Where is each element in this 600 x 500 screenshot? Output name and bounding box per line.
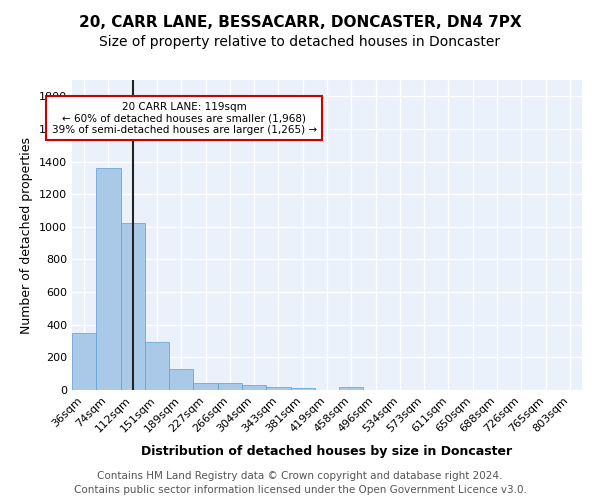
Y-axis label: Number of detached properties: Number of detached properties	[20, 136, 34, 334]
X-axis label: Distribution of detached houses by size in Doncaster: Distribution of detached houses by size …	[142, 445, 512, 458]
Text: 20, CARR LANE, BESSACARR, DONCASTER, DN4 7PX: 20, CARR LANE, BESSACARR, DONCASTER, DN4…	[79, 15, 521, 30]
Bar	[266, 386, 290, 390]
Text: 20 CARR LANE: 119sqm
← 60% of detached houses are smaller (1,968)
39% of semi-de: 20 CARR LANE: 119sqm ← 60% of detached h…	[52, 102, 317, 135]
Bar	[242, 385, 266, 390]
Text: Size of property relative to detached houses in Doncaster: Size of property relative to detached ho…	[100, 35, 500, 49]
Bar	[339, 386, 364, 390]
Bar	[193, 384, 218, 390]
Bar	[121, 223, 145, 390]
Bar	[72, 333, 96, 390]
Bar	[290, 388, 315, 390]
Bar	[145, 342, 169, 390]
Bar	[96, 168, 121, 390]
Bar	[218, 384, 242, 390]
Bar	[169, 369, 193, 390]
Text: Contains HM Land Registry data © Crown copyright and database right 2024.
Contai: Contains HM Land Registry data © Crown c…	[74, 471, 526, 495]
